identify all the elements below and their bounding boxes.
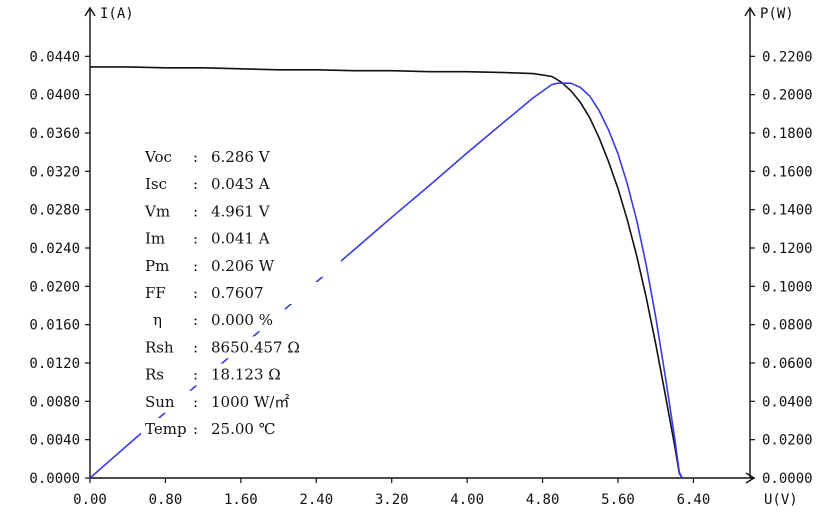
left-tick-label: 0.0400 (29, 88, 80, 104)
parameter-colon: : (193, 202, 198, 220)
left-tick-label: 0.0320 (29, 164, 80, 180)
parameter-colon: : (193, 393, 198, 411)
parameter-value: 25.00 ℃ (211, 420, 276, 438)
parameter-name: Rsh (145, 338, 174, 356)
x-tick-label: 1.60 (224, 492, 258, 508)
parameter-name: Sun (145, 393, 175, 411)
x-tick-label: 3.20 (375, 492, 409, 508)
parameter-value: 4.961 V (211, 202, 271, 220)
x-tick-label: 5.60 (601, 492, 635, 508)
right-tick-label: 0.1600 (762, 164, 813, 180)
x-tick-label: 6.40 (677, 492, 711, 508)
current-curve (90, 66, 683, 479)
x-tick-label: 0.00 (73, 492, 107, 508)
parameter-value: 18.123 Ω (211, 366, 281, 384)
x-tick-label: 2.40 (299, 492, 333, 508)
right-tick-label: 0.1800 (762, 126, 813, 142)
parameter-value: 6.286 V (211, 148, 271, 166)
parameter-name: Rs (145, 366, 164, 384)
parameter-value: 0.000 % (211, 311, 273, 329)
right-tick-label: 0.0400 (762, 394, 813, 410)
x-tick-label: 0.80 (149, 492, 183, 508)
left-tick-label: 0.0280 (29, 203, 80, 219)
parameter-colon: : (193, 257, 198, 275)
left-tick-label: 0.0120 (29, 356, 80, 372)
left-tick-label: 0.0000 (29, 471, 80, 487)
parameter-name: Voc (144, 148, 172, 166)
left-axis-arrow (84, 6, 96, 17)
parameter-backing (141, 173, 341, 196)
parameter-backing (141, 146, 341, 168)
right-tick-label: 0.1000 (762, 279, 813, 295)
parameter-value: 8650.457 Ω (211, 338, 300, 356)
right-tick-label: 0.2000 (762, 88, 813, 104)
parameter-backing (141, 309, 341, 332)
parameter-row: η:0.000 % (141, 309, 341, 332)
right-tick-label: 0.0800 (762, 318, 813, 334)
left-axis-title: I(A) (100, 6, 134, 22)
parameter-colon: : (193, 175, 198, 193)
right-tick-label: 0.0600 (762, 356, 813, 372)
parameter-backing (141, 254, 341, 277)
parameter-value: 0.206 W (211, 257, 275, 275)
parameter-backing (141, 336, 341, 359)
parameter-backing (141, 227, 341, 250)
right-tick-label: 0.0200 (762, 433, 813, 449)
right-tick-label: 0.1400 (762, 203, 813, 219)
axes-layer: I(A) P(W) U(V) 0.0000 0.0040 0.0080 0.0120 0.01… (29, 6, 812, 508)
parameter-backing (141, 418, 341, 440)
parameter-row: Voc:6.286 V (141, 146, 341, 168)
left-tick-label: 0.0360 (29, 126, 80, 142)
parameter-name: η (153, 311, 162, 329)
parameter-row: Rs:18.123 Ω (141, 363, 341, 386)
parameter-row: Rsh:8650.457 Ω (141, 336, 341, 359)
x-tick-label: 4.00 (450, 492, 484, 508)
parameter-value: 0.043 A (211, 175, 270, 193)
right-tick-label: 0.0000 (762, 471, 813, 487)
parameter-name: FF (145, 284, 166, 302)
parameter-value: 0.7607 (211, 284, 264, 302)
parameter-colon: : (193, 420, 198, 438)
parameter-name: Isc (145, 175, 167, 193)
right-axis-title: P(W) (760, 6, 794, 22)
left-tick-label: 0.0080 (29, 394, 80, 410)
parameter-backing (141, 363, 341, 386)
parameter-value: 1000 W/㎡ (211, 393, 289, 411)
parameter-colon: : (193, 230, 198, 248)
parameter-row: Vm:4.961 V (141, 200, 341, 223)
parameter-row: Im:0.041 A (141, 227, 341, 250)
parameter-backing (141, 390, 341, 413)
parameter-colon: : (193, 366, 198, 384)
x-tick-label: 4.80 (526, 492, 560, 508)
parameter-row: Isc:0.043 A (141, 173, 341, 196)
left-tick-label: 0.0040 (29, 433, 80, 449)
left-tick-label: 0.0200 (29, 279, 80, 295)
left-tick-label: 0.0240 (29, 241, 80, 257)
parameter-backing (141, 282, 341, 304)
parameter-colon: : (193, 148, 198, 166)
right-axis-arrow (744, 6, 756, 17)
parameter-colon: : (193, 284, 198, 302)
parameter-row: Sun:1000 W/㎡ (141, 390, 341, 413)
parameter-colon: : (193, 338, 198, 356)
parameter-row: FF:0.7607 (141, 282, 341, 304)
parameter-colon: : (193, 311, 198, 329)
parameter-backing (141, 200, 341, 223)
right-tick-label: 0.1200 (762, 241, 813, 257)
parameter-value: 0.041 A (211, 230, 270, 248)
parameter-name: Vm (144, 202, 170, 220)
x-axis-title: U(V) (764, 492, 798, 508)
parameter-name: Im (145, 230, 165, 248)
right-tick-label: 0.2200 (762, 49, 813, 65)
parameter-name: Pm (145, 257, 169, 275)
parameter-row: Pm:0.206 W (141, 254, 341, 277)
parameter-name: Temp (145, 420, 187, 438)
left-tick-label: 0.0160 (29, 318, 80, 334)
parameter-row: Temp:25.00 ℃ (141, 418, 341, 440)
left-tick-label: 0.0440 (29, 49, 80, 65)
